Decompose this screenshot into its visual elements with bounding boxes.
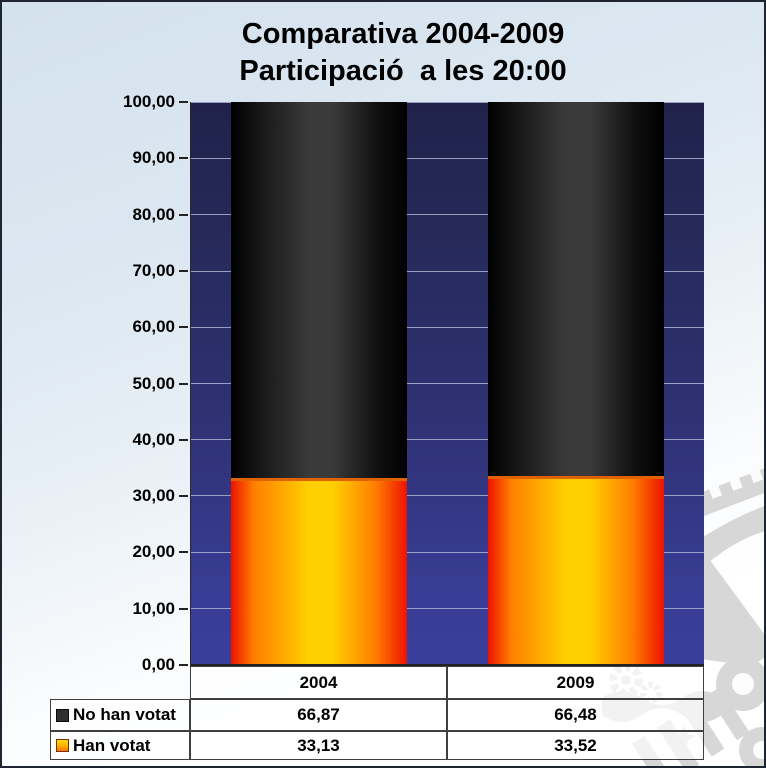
y-axis-tick xyxy=(179,495,188,498)
gridline xyxy=(191,607,704,609)
y-axis: 100,00 90,00 80,00 70,00 60,00 50,00 40,00 30,0… xyxy=(2,92,190,674)
y-axis-label: 0,00 xyxy=(141,655,175,674)
bar-2009-no-han-votat-segment xyxy=(488,102,664,476)
y-axis-tick xyxy=(179,551,188,554)
y-axis-tick xyxy=(179,157,188,160)
table-corner-empty xyxy=(50,666,190,699)
gridline xyxy=(191,326,704,328)
legend-han-votat: Han votat xyxy=(50,731,190,760)
category-header-2004: 2004 xyxy=(190,666,447,699)
y-axis-tick xyxy=(179,607,188,610)
gridline xyxy=(191,214,704,216)
gridline xyxy=(191,158,704,160)
y-axis-tick xyxy=(179,213,188,216)
bar-2004 xyxy=(231,102,407,664)
series-label-no-han-votat: No han votat xyxy=(73,705,176,724)
y-axis-label: 20,00 xyxy=(132,542,175,562)
gridline xyxy=(191,495,704,497)
series-label-han-votat: Han votat xyxy=(73,735,151,755)
chart-title-line1: Comparativa 2004-2009 xyxy=(241,18,565,50)
bar-2009-han-votat-segment xyxy=(488,475,664,664)
value-2009-han-votat: 33,52 xyxy=(447,731,704,760)
y-axis-label: 60,00 xyxy=(132,317,175,337)
no-han-votat-swatch-icon xyxy=(56,708,69,722)
legend-no-han-votat: No han votat xyxy=(50,699,190,731)
gridline xyxy=(191,102,704,103)
value-2004-han-votat: 33,13 xyxy=(190,731,447,760)
category-header-2009: 2009 xyxy=(447,666,704,699)
y-axis-label: 90,00 xyxy=(132,148,175,168)
y-axis-label: 10,00 xyxy=(132,598,175,618)
y-axis-tick xyxy=(179,664,188,666)
bar-2009 xyxy=(488,102,664,664)
plot-area xyxy=(190,102,704,666)
y-axis-label: 40,00 xyxy=(132,429,175,449)
y-axis-label: 30,00 xyxy=(132,486,175,506)
y-axis-tick xyxy=(179,326,188,329)
han-votat-swatch-icon xyxy=(56,739,69,752)
gridline xyxy=(191,270,704,272)
y-axis-label: 80,00 xyxy=(132,204,175,224)
y-axis-label: 70,00 xyxy=(132,260,175,280)
data-table: 2004 2009 No han votat 66,87 66,48 Han v… xyxy=(50,666,704,760)
bar-2004-han-votat-segment xyxy=(231,477,407,664)
y-axis-tick xyxy=(179,269,188,272)
gridline xyxy=(191,439,704,441)
chart-title-line2: Participació a les 20:00 xyxy=(239,55,567,87)
y-axis-tick xyxy=(179,101,188,103)
gridline xyxy=(191,383,704,384)
chart-title: Comparativa 2004-2009 Participació a les… xyxy=(62,16,744,90)
y-axis-label: 100,00 xyxy=(123,92,175,111)
value-2009-no-han-votat: 66,48 xyxy=(447,699,704,731)
y-axis-tick xyxy=(179,382,188,385)
y-axis-label: 50,00 xyxy=(132,373,175,393)
value-2004-no-han-votat: 66,87 xyxy=(190,699,447,731)
bar-2004-no-han-votat-segment xyxy=(231,102,407,478)
y-axis-tick xyxy=(179,438,188,441)
gridline xyxy=(191,551,704,553)
